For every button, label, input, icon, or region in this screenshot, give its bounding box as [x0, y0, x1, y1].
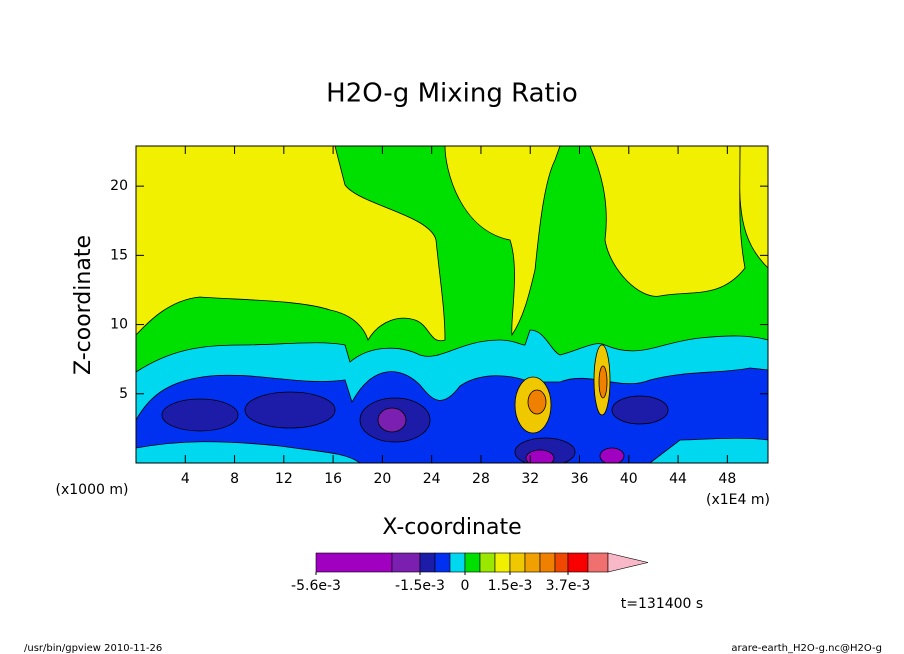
x-tick-label: 20 [373, 471, 391, 487]
region-dark-blue [244, 391, 336, 429]
footer-right: arare-earth_H2O-g.nc@H2O-g [731, 643, 882, 654]
colorbar-swatch [464, 552, 481, 573]
y-tick-label: 15 [110, 247, 128, 263]
x-tick-label: 4 [181, 471, 190, 487]
x-tick-label: 44 [669, 471, 687, 487]
colorbar-swatch [567, 552, 589, 573]
x-tick-label: 36 [571, 471, 589, 487]
colorbar-swatch [479, 552, 496, 573]
x-axis-label: X-coordinate [382, 515, 521, 540]
colorbar-tick-label: -5.6e-3 [291, 578, 341, 594]
x-tick-label: 12 [275, 471, 293, 487]
y-tick-label: 20 [110, 178, 128, 194]
y-tick-label: 5 [119, 386, 128, 402]
y-axis-label: Z-coordinate [71, 235, 96, 375]
chart-title: H2O-g Mixing Ratio [326, 79, 578, 109]
region-dark-blue [611, 395, 669, 425]
colorbar-swatch [509, 552, 526, 573]
x-tick-label: 48 [718, 471, 736, 487]
axis-note: (x1000 m) [56, 482, 129, 498]
contour-field [136, 146, 768, 463]
x-tick-label: 24 [423, 471, 441, 487]
axis-note: (x1E4 m) [706, 492, 770, 508]
y-tick-label: 10 [110, 317, 128, 333]
colorbar-swatch [554, 552, 569, 573]
colorbar-swatch [449, 552, 466, 573]
colorbar-tick-label: 0 [461, 578, 470, 594]
region-cyan [136, 441, 361, 463]
colorbar-swatch [315, 552, 393, 573]
time-label: t=131400 s [621, 596, 703, 612]
colorbar-swatch [524, 552, 541, 573]
plot-frame [135, 145, 769, 464]
colorbar-swatch [539, 552, 556, 573]
x-tick-label: 28 [472, 471, 490, 487]
region-orange [527, 389, 547, 415]
colorbar-swatch [494, 552, 511, 573]
colorbar-swatch [587, 552, 609, 573]
x-tick-label: 8 [230, 471, 239, 487]
region-magenta [599, 447, 625, 463]
region-orange [598, 365, 608, 399]
colorbar-swatch [434, 552, 451, 573]
colorbar-swatch [419, 552, 436, 573]
x-tick-label: 32 [521, 471, 539, 487]
region-magenta [525, 449, 555, 463]
colorbar-tick-label: 1.5e-3 [488, 578, 533, 594]
region-purple [377, 407, 407, 433]
footer-left: /usr/bin/gpview 2010-11-26 [24, 643, 162, 654]
x-tick-label: 16 [324, 471, 342, 487]
colorbar-tick-label: -1.5e-3 [395, 578, 445, 594]
colorbar-tick-label: 3.7e-3 [546, 578, 591, 594]
colorbar-swatch [391, 552, 421, 573]
x-tick-label: 40 [620, 471, 638, 487]
region-yellow [589, 146, 746, 297]
colorbar-arrow [607, 552, 649, 573]
region-dark-blue [161, 398, 239, 432]
